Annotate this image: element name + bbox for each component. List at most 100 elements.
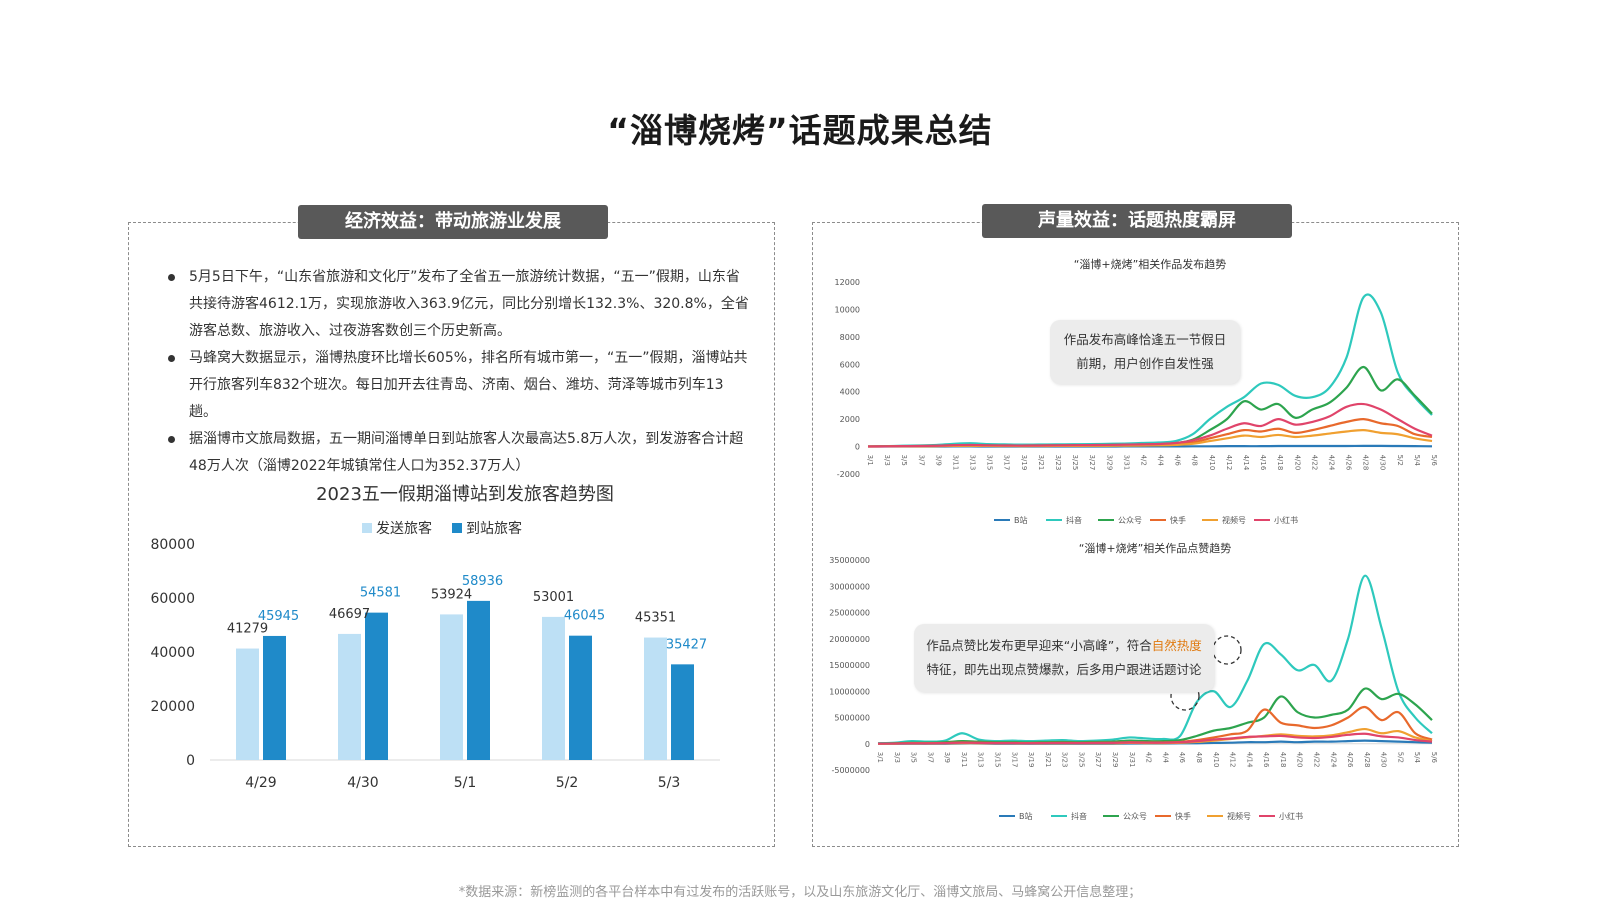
x-tick-label: 4/8 — [1195, 752, 1203, 763]
legend-label: 公众号 — [1118, 516, 1142, 525]
volume-panel-tag: 声量效益：话题热度霸屏 — [982, 204, 1292, 238]
data-source-footnote: *数据来源：新榜监测的各平台样本中有过发布的活跃账号，以及山东旅游文化厅、淄博文… — [458, 885, 1142, 900]
x-tick-label: 4/4 — [1161, 752, 1169, 764]
line-chart-title: “淄博+烧烤”相关作品点赞趋势 — [1079, 541, 1232, 555]
y-tick-label: 35000000 — [829, 556, 870, 565]
legend-label: 快手 — [1170, 515, 1186, 525]
y-tick-label: 20000000 — [829, 635, 870, 644]
x-tick-label: 3/7 — [917, 455, 925, 466]
x-tick-label: 3/5 — [900, 455, 908, 466]
x-tick-label: 3/25 — [1071, 455, 1079, 471]
x-tick-label: 5/3 — [658, 775, 681, 791]
legend-label: 小红书 — [1279, 811, 1303, 821]
x-tick-label: 4/12 — [1225, 455, 1233, 471]
x-tick-label: 4/30 — [1380, 752, 1388, 768]
line-chart-title: “淄博+烧烤”相关作品发布趋势 — [1074, 257, 1227, 271]
bar-departing — [440, 614, 463, 760]
publish-trend-chart: “淄博+烧烤”相关作品发布趋势 -2000 0 2000 4000 6000 8000 100… — [835, 257, 1438, 525]
x-tick-label: 3/1 — [876, 752, 884, 763]
x-tick-label: 4/24 — [1329, 752, 1337, 768]
data-label-departing: 45351 — [635, 611, 676, 626]
x-tick-label: 3/19 — [1027, 752, 1035, 768]
likes-peak-callout: 作品点赞比发布更早迎来“小高峰”，符合自然热度特征，即先出现点赞爆款，后多用户跟… — [914, 624, 1214, 692]
economic-bullet-list: 5月5日下午，“山东省旅游和文化厅”发布了全省五一旅游统计数据，“五一”假期，山… — [162, 264, 750, 480]
callout-text-post: 特征，即先出现点赞爆款，后多用户跟进话题讨论 — [926, 662, 1202, 677]
x-tick-label: 5/6 — [1430, 455, 1438, 467]
x-tick-label: 5/2 — [1396, 752, 1404, 763]
x-tick-label: 4/4 — [1157, 455, 1165, 467]
bar-chart-title: 2023五一假期淄博站到发旅客趋势图 — [316, 484, 614, 505]
bullet-item: 马蜂窝大数据显示，淄博热度环比增长605%，排名所有城市第一，“五一”假期，淄博… — [162, 345, 750, 426]
x-tick-label: 4/28 — [1363, 752, 1371, 768]
y-tick-label: 4000 — [840, 388, 860, 397]
y-tick-label: -5000000 — [831, 766, 870, 775]
x-tick-label: 3/11 — [951, 455, 959, 471]
data-label-arriving: 46045 — [564, 609, 605, 624]
y-tick-label: 10000 — [835, 305, 860, 314]
x-tick-label: 3/13 — [977, 752, 985, 768]
economic-panel-tag: 经济效益：带动旅游业发展 — [298, 205, 608, 239]
x-tick-label: 3/1 — [866, 455, 874, 466]
x-tick-label: 3/15 — [986, 455, 994, 471]
y-tick-label: 12000 — [835, 278, 860, 287]
bar-departing — [644, 637, 667, 760]
x-tick-label: 3/31 — [1122, 455, 1130, 471]
legend-label: 到站旅客 — [466, 520, 522, 537]
bar-departing — [338, 633, 361, 760]
legend-label: 视频号 — [1222, 515, 1246, 525]
x-tick-label: 3/25 — [1077, 752, 1085, 768]
data-label-departing: 46697 — [329, 607, 370, 622]
y-tick-label: 8000 — [840, 333, 860, 342]
page-title: “淄博烧烤”话题成果总结 — [607, 111, 993, 150]
y-tick-label: 80000 — [150, 537, 195, 553]
data-label-arriving: 35427 — [666, 637, 707, 652]
likes-trend-chart: “淄博+烧烤”相关作品点赞趋势 -5000000 0 5000000 10000000 1… — [829, 541, 1438, 821]
series-line — [867, 402, 1433, 448]
y-tick-label: 25000000 — [829, 609, 870, 618]
bar-arriving — [671, 664, 694, 760]
x-tick-label: 4/20 — [1293, 455, 1301, 471]
x-tick-label: 5/4 — [1413, 455, 1421, 467]
x-tick-label: 4/14 — [1245, 752, 1253, 768]
data-label-departing: 41279 — [227, 622, 268, 637]
series-line — [877, 574, 1433, 745]
data-label-arriving: 54581 — [360, 586, 401, 601]
x-tick-label: 4/29 — [245, 775, 276, 791]
bar-departing — [236, 648, 259, 760]
y-tick-label: 6000 — [840, 360, 860, 369]
series-line — [877, 687, 1433, 745]
x-tick-label: 4/28 — [1362, 455, 1370, 471]
bullet-item: 据淄博市文旅局数据，五一期间淄博单日到站旅客人次最高达5.8万人次，到发游客合计… — [162, 426, 750, 480]
legend-label: B站 — [1014, 515, 1028, 525]
callout-text-pre: 作品点赞比发布更早迎来“小高峰”，符合 — [926, 638, 1152, 653]
x-tick-label: 4/22 — [1312, 752, 1320, 768]
peak-marker-circle — [1212, 635, 1242, 665]
x-tick-label: 3/27 — [1094, 752, 1102, 768]
x-tick-label: 3/21 — [1037, 455, 1045, 471]
publish-peak-callout: 作品发布高峰恰逢五一节假日前期，用户创作自发性强 — [1050, 320, 1240, 384]
y-tick-label: 10000000 — [829, 687, 870, 696]
x-tick-label: 4/30 — [1379, 455, 1387, 471]
bar-arriving — [467, 600, 490, 760]
x-tick-label: 4/10 — [1212, 752, 1220, 768]
x-tick-label: 4/2 — [1145, 752, 1153, 763]
callout-highlight: 自然热度 — [1151, 638, 1202, 653]
x-tick-label: 3/15 — [994, 752, 1002, 768]
x-tick-label: 3/3 — [893, 752, 901, 763]
x-tick-label: 3/29 — [1105, 455, 1113, 471]
bullet-item: 5月5日下午，“山东省旅游和文化厅”发布了全省五一旅游统计数据，“五一”假期，山… — [162, 264, 750, 345]
x-tick-label: 4/26 — [1346, 752, 1354, 768]
x-tick-label: 3/7 — [926, 752, 934, 763]
y-tick-label: 5000000 — [834, 714, 870, 723]
x-tick-label: 5/4 — [1413, 752, 1421, 764]
x-tick-label: 5/2 — [1396, 455, 1404, 466]
data-label-arriving: 58936 — [462, 574, 503, 589]
x-tick-label: 3/11 — [960, 752, 968, 768]
series-line — [877, 732, 1433, 745]
series-line — [867, 293, 1433, 448]
legend-label: 抖音 — [1066, 515, 1082, 525]
y-tick-label: -2000 — [837, 470, 860, 479]
x-tick-label: 5/1 — [454, 775, 477, 791]
y-tick-label: 30000000 — [829, 582, 870, 591]
